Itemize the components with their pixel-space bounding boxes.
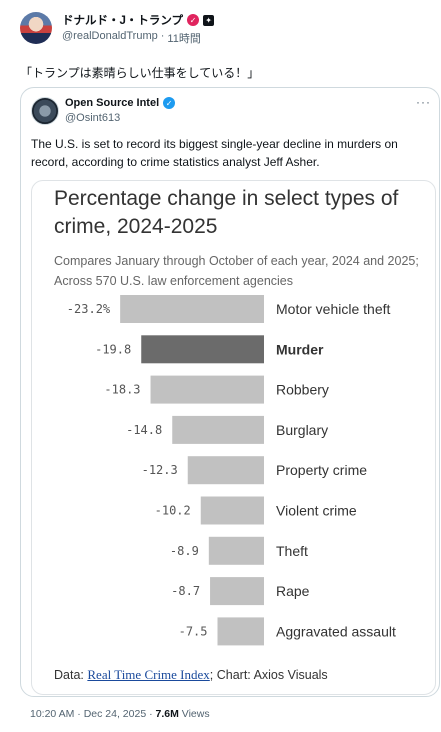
post-timestamp: 10:20 AM · Dec 24, 2025 · 7.6M Views: [30, 708, 210, 720]
bar-theft: [208, 536, 264, 565]
author-handle[interactable]: @realDonaldTrump: [62, 30, 158, 42]
value-label: -18.3: [104, 383, 140, 397]
chart-title: Percentage change in select types of cri…: [54, 187, 399, 238]
post-text: 「トランプは素晴らしい仕事をしている！」: [20, 66, 260, 80]
views-label: Views: [181, 708, 210, 720]
value-label: -8.7: [171, 584, 200, 598]
bar-property-crime: [187, 456, 264, 485]
separator: ·: [160, 30, 165, 42]
quote-author-handle[interactable]: @Osint613: [65, 112, 121, 124]
chart-source-prefix: Data:: [54, 668, 84, 682]
category-label: Violent crime: [276, 503, 357, 519]
chart-image[interactable]: Percentage change in select types of cri…: [31, 180, 436, 695]
category-label: Motor vehicle theft: [276, 301, 390, 317]
quote-text: The U.S. is set to record its biggest si…: [31, 137, 398, 169]
quote-avatar[interactable]: [31, 97, 59, 125]
bar-chart: -23.2% Motor vehicle theft -19.8 Murder -18.…: [67, 295, 396, 646]
category-label: Robbery: [276, 382, 329, 398]
author-line: ドナルド・J・トランプ ✓ ✦: [62, 12, 215, 28]
value-label: -14.8: [126, 423, 162, 437]
bar-robbery: [150, 375, 264, 404]
bar-aggravated-assault: [217, 617, 264, 646]
avatar[interactable]: [20, 12, 52, 44]
bar-motor-vehicle-theft: [120, 295, 264, 323]
bar-violent-crime: [200, 496, 264, 525]
post-meta: @realDonaldTrump · 11時間: [62, 30, 201, 46]
verified-icon: ✓: [163, 97, 176, 109]
category-label: Murder: [276, 341, 324, 357]
category-label: Burglary: [276, 422, 328, 438]
quote-author-line: Open Source Intel ✓: [65, 97, 176, 109]
bar-rape: [210, 577, 264, 606]
timestamp[interactable]: 10:20 AM · Dec 24, 2025 ·: [30, 708, 153, 720]
view-count: 7.6M: [155, 708, 179, 720]
chart-source: Data: Real Time Crime Index; Chart: Axio…: [54, 667, 328, 683]
bar-burglary: [172, 415, 264, 444]
value-label: -19.8: [95, 342, 131, 356]
value-label: -12.3: [142, 463, 178, 477]
chart-source-link[interactable]: Real Time Crime Index: [87, 667, 210, 682]
author-name[interactable]: ドナルド・J・トランプ: [62, 15, 184, 27]
category-label: Property crime: [276, 462, 367, 478]
quoted-post[interactable]: Open Source Intel ✓ @Osint613 ··· The U.…: [20, 87, 440, 697]
chart-source-suffix: ; Chart: Axios Visuals: [209, 668, 328, 682]
post-time[interactable]: 11時間: [167, 33, 201, 45]
more-icon[interactable]: ···: [416, 95, 431, 109]
verified-icon: ✓: [187, 14, 200, 26]
quote-author-name[interactable]: Open Source Intel: [65, 97, 160, 109]
value-label: -7.5: [179, 624, 208, 638]
category-label: Rape: [276, 583, 310, 599]
value-label: -8.9: [170, 544, 199, 558]
category-label: Aggravated assault: [276, 623, 396, 639]
government-badge-icon: ✦: [203, 14, 215, 26]
category-label: Theft: [276, 543, 308, 559]
value-label: -23.2%: [67, 302, 111, 316]
bar-murder: [141, 335, 264, 364]
value-label: -10.2: [155, 504, 191, 518]
chart-subtitle: Compares January through October of each…: [54, 254, 419, 288]
